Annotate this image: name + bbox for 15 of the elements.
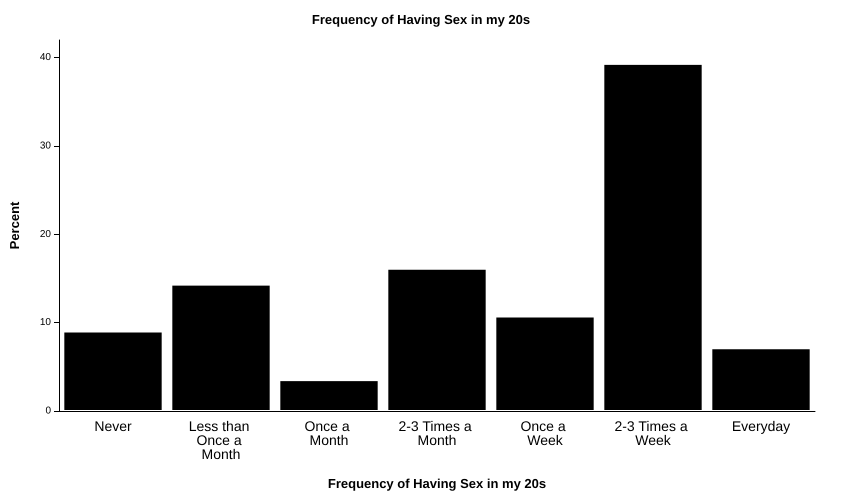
x-tick-label: Never — [94, 418, 132, 434]
x-axis-title: Frequency of Having Sex in my 20s — [328, 476, 546, 491]
y-axis-title: Percent — [7, 200, 22, 250]
x-tick-label: Once a Month — [304, 418, 354, 448]
y-tick-label: 10 — [40, 317, 52, 328]
y-tick-label: 0 — [45, 406, 52, 416]
chart-title: Frequency of Having Sex in my 20s — [312, 12, 530, 27]
x-tick-label: Less than Once a Month — [188, 418, 254, 462]
x-tick-label: Once a Week — [520, 418, 570, 448]
x-tick-label: 2-3 Times a Week — [614, 418, 692, 448]
y-tick-label: 30 — [40, 140, 52, 152]
y-tick-label: 20 — [40, 228, 52, 240]
x-tick-label: 2-3 Times a Month — [398, 418, 476, 448]
x-tick-label: Everyday — [732, 418, 790, 434]
y-tick-label: 40 — [40, 52, 52, 64]
